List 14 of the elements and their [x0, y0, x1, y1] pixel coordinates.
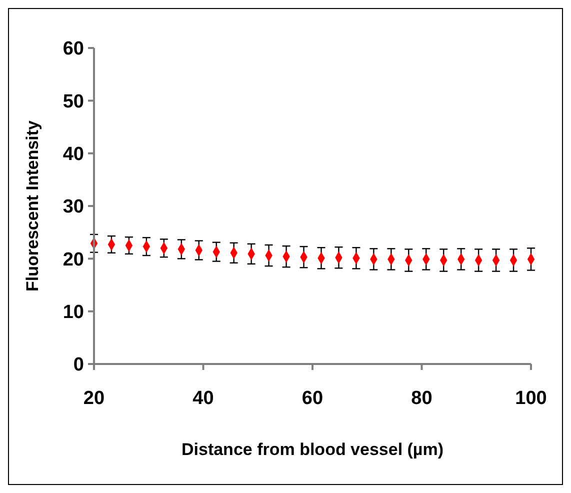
y-tick-label: 10	[62, 302, 84, 323]
y-tick-label: 60	[62, 38, 84, 60]
y-tick-label: 20	[62, 249, 84, 270]
x-tick-label: 100	[515, 388, 547, 409]
x-tick-label: 20	[83, 388, 105, 409]
y-tick-label: 0	[73, 354, 84, 376]
x-axis-title: Distance from blood vessel (µm)	[181, 440, 444, 459]
y-tick-label: 50	[62, 91, 84, 112]
y-tick-label: 40	[62, 144, 84, 165]
y-tick-label: 30	[62, 196, 84, 218]
x-tick-label: 40	[192, 388, 214, 409]
x-tick-label: 60	[302, 388, 324, 409]
y-axis-title: Fluorescent Intensity	[23, 120, 42, 292]
x-tick-label: 80	[411, 388, 432, 409]
